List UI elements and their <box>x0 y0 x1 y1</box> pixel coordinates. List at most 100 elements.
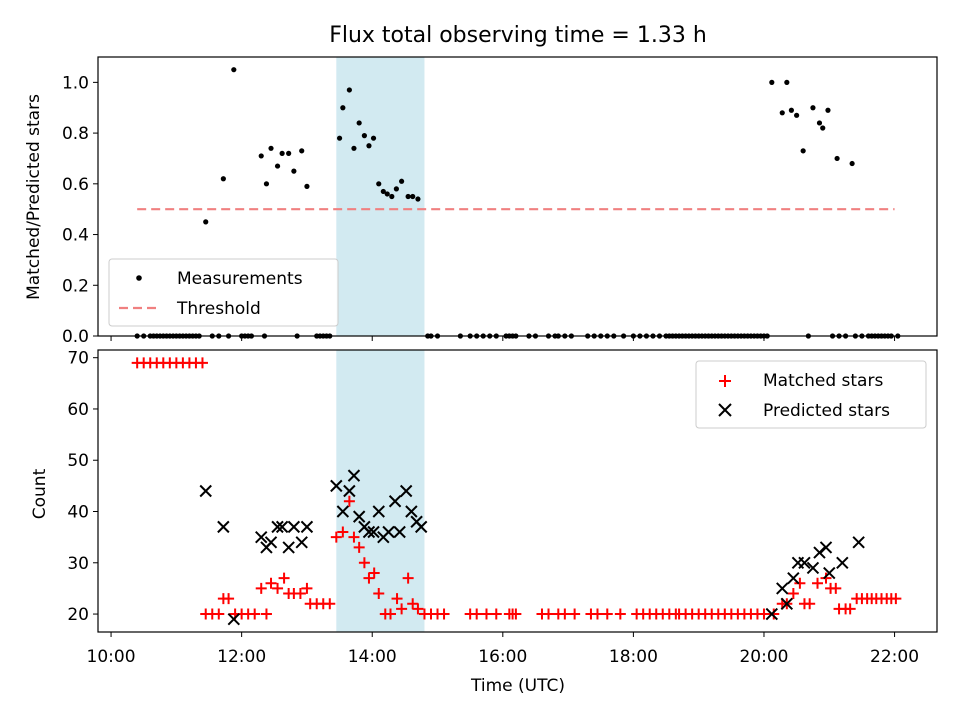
measurement-point <box>384 191 390 197</box>
measurement-point <box>820 125 826 131</box>
predicted-star-point <box>399 484 413 498</box>
predicted-star-point <box>787 571 800 585</box>
matched-star-point <box>407 598 419 610</box>
matched-star-point <box>337 526 349 538</box>
measurement-point <box>788 107 794 113</box>
legend-predicted-marker <box>718 403 732 417</box>
matched-star-point <box>363 572 375 584</box>
measurement-point <box>389 193 395 200</box>
y-tick-label: 40 <box>67 503 89 523</box>
bottom-panel: 20 30 40 50 60 70 10:00 12:00 14:00 16:00 18:00 20… <box>30 349 938 696</box>
predicted-star-point <box>275 520 289 534</box>
matched-star-point <box>213 608 225 620</box>
matched-star-point <box>787 588 799 600</box>
matched-star-point <box>396 603 408 615</box>
predicted-star-point <box>405 505 418 518</box>
matched-star-point <box>249 608 261 620</box>
matched-star-point <box>301 582 313 594</box>
predicted-star-point <box>282 541 295 554</box>
matched-star-point <box>265 577 277 589</box>
y-tick-label: 0.0 <box>62 327 89 347</box>
measurement-point <box>351 145 357 151</box>
matched-star-point <box>294 588 306 600</box>
matched-star-point <box>402 572 414 584</box>
y-tick-label: 30 <box>67 554 89 574</box>
matched-star-point <box>260 608 272 620</box>
matched-star-point <box>278 572 290 584</box>
matched-star-point <box>820 572 832 584</box>
top-plot-frame <box>97 56 938 337</box>
y-tick-label: 0.8 <box>62 124 89 144</box>
matched-star-point <box>412 603 424 615</box>
measurement-point <box>779 110 785 116</box>
matched-star-point <box>368 567 380 579</box>
y-tick-label: 1.0 <box>62 73 89 93</box>
x-tick-label: 18:00 <box>609 647 658 667</box>
predicted-star-point <box>836 556 849 569</box>
matched-star-point <box>591 608 603 620</box>
measurement-point <box>393 186 399 192</box>
measurement-point <box>370 135 377 141</box>
matched-star-point <box>758 608 770 620</box>
matched-stars-points <box>131 357 902 620</box>
bottom-legend-box <box>695 360 927 429</box>
predicted-star-point <box>300 520 314 534</box>
measurement-point <box>286 150 292 156</box>
shaded-span <box>336 350 425 632</box>
matched-star-point <box>223 593 235 605</box>
y-tick-label: 20 <box>67 605 89 625</box>
predicted-star-point <box>367 525 380 539</box>
matched-star-point <box>830 582 842 594</box>
y-tick-label: 0.6 <box>62 175 89 195</box>
predicted-star-point <box>295 536 308 549</box>
predicted-star-point <box>798 556 811 569</box>
predicted-star-point <box>382 525 395 539</box>
legend-matched-marker <box>719 375 731 387</box>
measurement-point <box>304 183 310 189</box>
top-panel: 0.0 0.2 0.4 0.6 0.8 1.0 Matched/Predicted sta… <box>24 56 938 347</box>
matched-star-point <box>348 531 360 543</box>
measurement-point <box>291 168 297 174</box>
matched-star-point <box>471 608 483 620</box>
measurement-point <box>376 181 382 187</box>
predicted-star-point <box>199 484 212 498</box>
matched-star-point <box>358 557 370 569</box>
x-tick-label: 20:00 <box>739 647 788 667</box>
predicted-star-point <box>852 536 865 549</box>
matched-star-point <box>844 603 856 615</box>
bottom-legend: Matched stars Predicted stars <box>695 360 927 429</box>
x-tick-label: 22:00 <box>870 647 919 667</box>
matched-star-point <box>324 598 336 610</box>
matched-star-point <box>330 531 342 543</box>
measurement-point <box>299 148 305 154</box>
measurement-point <box>769 79 775 85</box>
predicted-star-point <box>287 520 301 534</box>
measurement-point <box>346 87 352 93</box>
measurement-point <box>810 105 816 111</box>
matched-star-point <box>480 608 492 620</box>
matched-star-point <box>255 582 267 594</box>
measurement-point <box>203 219 209 225</box>
measurement-point <box>415 196 421 202</box>
legend-matched-label: Matched stars <box>763 371 883 391</box>
top-y-axis-label: Matched/Predicted stars <box>24 94 44 300</box>
legend-measurements-label: Measurements <box>177 269 303 289</box>
matched-star-point <box>812 577 824 589</box>
predicted-star-point <box>264 536 278 549</box>
legend-measurements-marker <box>136 275 142 281</box>
x-axis-label: Time (UTC) <box>470 676 565 696</box>
legend-predicted-label: Predicted stars <box>763 401 890 421</box>
y-tick-label: 50 <box>67 451 89 471</box>
matched-star-point <box>272 582 284 594</box>
predicted-star-point <box>330 479 343 493</box>
predicted-star-point <box>819 541 833 554</box>
matched-star-point <box>794 577 806 589</box>
y-tick-label: 0.2 <box>62 276 89 296</box>
measurement-point <box>361 133 367 139</box>
predicted-star-point <box>227 612 241 626</box>
matched-star-point <box>559 608 571 620</box>
matched-star-point <box>438 608 450 620</box>
predicted-star-point <box>414 520 428 534</box>
matched-star-point <box>391 593 403 605</box>
